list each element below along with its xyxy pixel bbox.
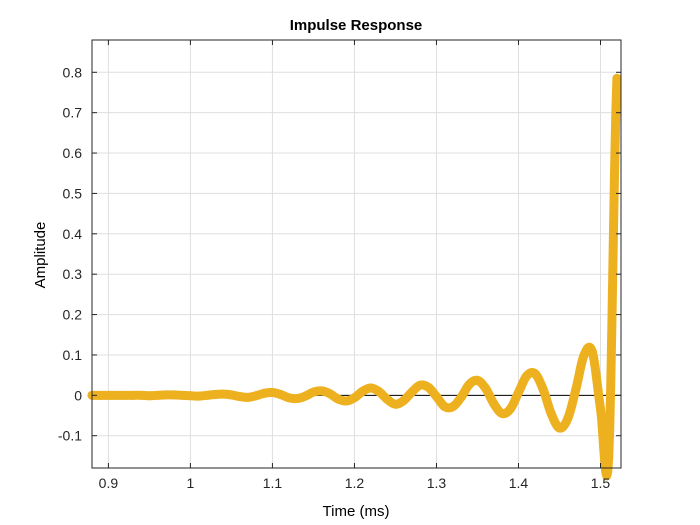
- y-tick-label: 0.3: [63, 266, 83, 282]
- x-axis-label: Time (ms): [323, 503, 390, 520]
- data-point: [292, 394, 302, 404]
- data-point: [325, 389, 335, 399]
- data-point: [407, 387, 417, 397]
- data-point: [530, 369, 540, 379]
- y-tick-label: 0.4: [63, 226, 83, 242]
- x-tick-label: 1.2: [345, 475, 365, 491]
- data-point: [595, 404, 605, 414]
- plot-area-border: [91, 39, 622, 469]
- data-point: [226, 390, 236, 400]
- data-point: [284, 393, 294, 403]
- data-point: [317, 386, 327, 396]
- x-tick-label: 1: [187, 475, 195, 491]
- data-point: [103, 390, 113, 400]
- data-point: [177, 390, 187, 400]
- data-point: [497, 408, 507, 418]
- data-point: [349, 393, 359, 403]
- data-point: [202, 390, 212, 400]
- data-point: [128, 390, 138, 400]
- data-point: [308, 387, 318, 397]
- y-tick-label: 0.7: [63, 105, 83, 121]
- data-point: [112, 390, 122, 400]
- data-point: [120, 390, 130, 400]
- data-point: [341, 396, 351, 406]
- y-tick-label: 0: [74, 387, 82, 403]
- data-point: [382, 394, 392, 404]
- data-point: [169, 390, 179, 400]
- data-point: [563, 414, 573, 424]
- data-point: [366, 383, 376, 393]
- data-point: [95, 390, 105, 400]
- y-tick-label: 0.8: [63, 64, 83, 80]
- y-axis-ticks: -0.1 0 0.1 0.2 0.3 0.4 0.5 0.6 0.7 0.8: [58, 64, 621, 444]
- data-point: [431, 392, 441, 402]
- data-point: [251, 391, 261, 401]
- data-point: [218, 389, 228, 399]
- data-point: [513, 387, 523, 397]
- data-point: [333, 394, 343, 404]
- data-point: [185, 391, 195, 401]
- data-point: [612, 73, 622, 83]
- y-tick-label: 0.6: [63, 145, 83, 161]
- chart-title: Impulse Response: [290, 17, 423, 34]
- data-point: [390, 399, 400, 409]
- data-point: [546, 409, 556, 419]
- data-point: [481, 383, 491, 393]
- data-point: [571, 384, 581, 394]
- x-tick-label: 1.5: [591, 475, 611, 491]
- y-tick-label: 0.2: [63, 307, 83, 323]
- data-point: [538, 384, 548, 394]
- data-point: [464, 379, 474, 389]
- data-point: [587, 347, 597, 357]
- data-point: [554, 423, 564, 433]
- data-point: [194, 391, 204, 401]
- x-tick-label: 1.3: [427, 475, 447, 491]
- x-tick-label: 1.4: [509, 475, 529, 491]
- y-axis-label: Amplitude: [32, 222, 49, 289]
- series-layer: [87, 73, 622, 481]
- data-point: [267, 387, 277, 397]
- data-point: [489, 399, 499, 409]
- data-point: [399, 396, 409, 406]
- data-point: [144, 391, 154, 401]
- axes-box: [91, 39, 622, 469]
- data-point: [136, 390, 146, 400]
- y-tick-label: 0.5: [63, 185, 83, 201]
- data-point: [423, 382, 433, 392]
- data-point: [374, 387, 384, 397]
- x-tick-label: 0.9: [99, 475, 119, 491]
- data-point: [153, 390, 163, 400]
- data-point: [243, 392, 253, 402]
- data-point: [210, 390, 220, 400]
- data-point: [235, 392, 245, 402]
- data-point: [579, 350, 589, 360]
- data-point: [358, 386, 368, 396]
- y-tick-label: -0.1: [58, 428, 82, 444]
- data-point: [472, 375, 482, 385]
- data-point: [415, 380, 425, 390]
- data-point: [522, 371, 532, 381]
- data-point: [448, 402, 458, 412]
- data-point: [456, 392, 466, 402]
- data-point: [276, 390, 286, 400]
- data-point: [440, 402, 450, 412]
- data-point: [259, 388, 269, 398]
- x-tick-label: 1.1: [263, 475, 283, 491]
- data-point: [161, 390, 171, 400]
- data-point: [300, 391, 310, 401]
- grid: [92, 40, 621, 468]
- data-point: [604, 453, 614, 463]
- y-tick-label: 0.1: [63, 347, 83, 363]
- data-point: [505, 404, 515, 414]
- x-axis-ticks: 0.9 1 1.1 1.2 1.3 1.4 1.5: [99, 40, 611, 491]
